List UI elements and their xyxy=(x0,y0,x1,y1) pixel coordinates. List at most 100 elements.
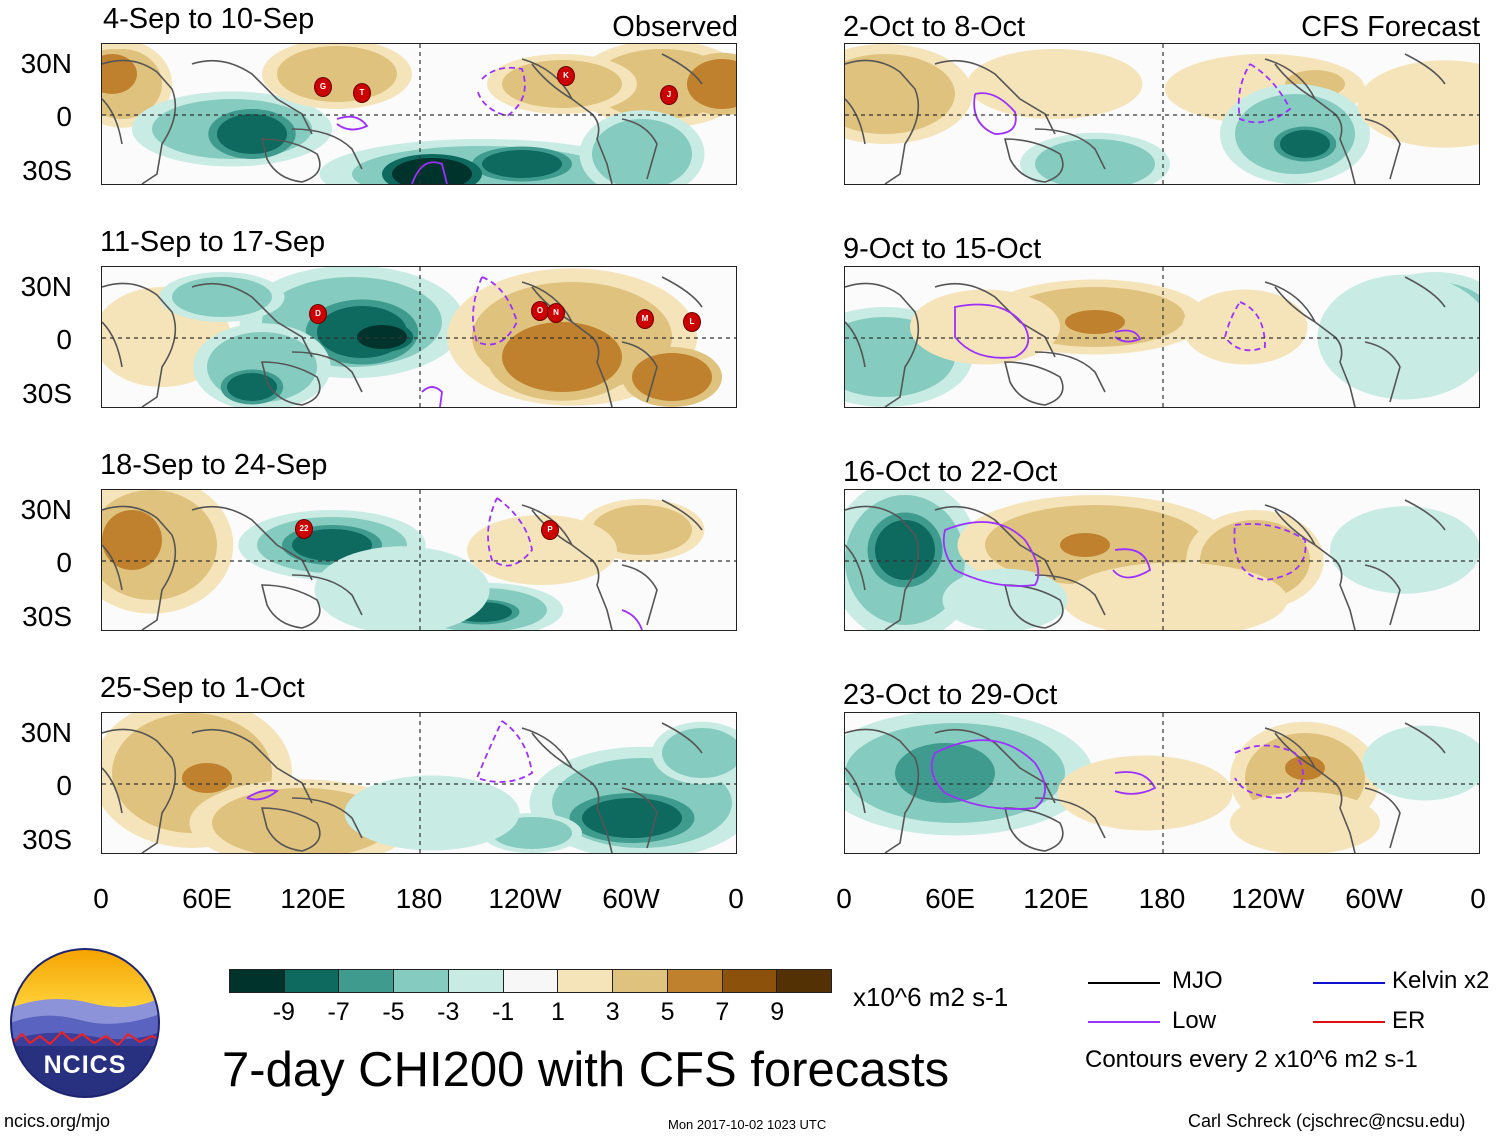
storm-marker: M xyxy=(636,309,654,329)
map-field xyxy=(102,267,736,407)
ylab-30s-2: 30S xyxy=(22,378,72,409)
colorbar-tick-label: 9 xyxy=(770,998,785,1026)
colorbar-swatch xyxy=(666,970,722,992)
colorbar-swatch xyxy=(557,970,613,992)
low-contour xyxy=(336,115,369,131)
coastline xyxy=(260,584,321,629)
ncics-logo-graphic xyxy=(10,948,160,1098)
colorbar-swatch xyxy=(447,970,503,992)
coastline xyxy=(191,59,363,170)
map-field xyxy=(845,713,1479,853)
panel-title-fc-2: 9-Oct to 15-Oct xyxy=(843,233,1042,265)
xlab-left-120w: 120W xyxy=(488,883,562,914)
legend-low-line xyxy=(1088,1021,1160,1023)
low-contour xyxy=(954,303,1030,359)
storm-marker: G xyxy=(314,77,332,97)
colorbar-tick-label: 7 xyxy=(715,998,730,1026)
coastline xyxy=(1364,276,1446,403)
xlab-right-0: 0 xyxy=(836,883,852,914)
ylab-0-4: 0 xyxy=(56,770,72,801)
map-panel-obs-4 xyxy=(101,712,737,854)
map-panel-obs-3 xyxy=(101,489,737,631)
ylab-0-2: 0 xyxy=(56,324,72,355)
coastline xyxy=(1364,499,1446,626)
anomaly-region xyxy=(895,743,995,803)
coastline xyxy=(934,59,1106,170)
xlab-left-180: 180 xyxy=(395,883,443,914)
main-title: 7-day CHI200 with CFS forecasts xyxy=(222,1043,950,1097)
colorbar-swatch xyxy=(502,970,558,992)
xlab-right-180: 180 xyxy=(1138,883,1186,914)
low-contour xyxy=(1224,301,1266,352)
storm-marker: K xyxy=(557,66,575,86)
storm-marker: D xyxy=(309,304,327,324)
colorbar-tick-label: -3 xyxy=(437,998,460,1026)
footer-credit: Carl Schreck (cjschrec@ncsu.edu) xyxy=(1188,1111,1466,1131)
low-contour xyxy=(1233,523,1307,581)
anomaly-shading xyxy=(845,713,1479,853)
coastlines xyxy=(102,53,703,184)
legend-mjo-line xyxy=(1088,982,1160,984)
coastline xyxy=(521,58,613,184)
anomaly-shading xyxy=(845,272,1479,407)
anomaly-region xyxy=(102,510,162,570)
anomaly-region xyxy=(172,277,272,317)
low-contour xyxy=(246,789,280,801)
anomaly-region xyxy=(392,158,472,184)
low-contour xyxy=(1237,63,1292,124)
anomaly-region xyxy=(482,522,602,578)
xlab-right-60e: 60E xyxy=(925,883,975,914)
low-contour xyxy=(472,276,518,346)
footer-url[interactable]: ncics.org/mjo xyxy=(4,1111,111,1131)
anomaly-shading xyxy=(102,44,736,184)
ylab-30n-3: 30N xyxy=(20,494,72,525)
coastline xyxy=(845,505,920,630)
ylab-30s-3: 30S xyxy=(22,601,72,632)
xlab-left-60e: 60E xyxy=(182,883,232,914)
storm-marker: J xyxy=(660,85,678,105)
colorbar-swatch xyxy=(338,970,394,992)
low-contour xyxy=(621,609,643,630)
coastline xyxy=(1003,138,1064,183)
anomaly-region xyxy=(332,555,472,625)
anomaly-region xyxy=(1345,515,1465,585)
panel-title-fc-3: 16-Oct to 22-Oct xyxy=(843,456,1058,488)
legend-mjo-label: MJO xyxy=(1172,967,1223,994)
xlab-right-0e: 0 xyxy=(1470,883,1486,914)
coastline xyxy=(1264,58,1356,184)
coastline xyxy=(934,505,1106,616)
xlab-right-60w: 60W xyxy=(1345,883,1403,914)
ncics-logo-text: NCICS xyxy=(43,1051,127,1079)
legend-kelvin-line xyxy=(1313,982,1385,984)
coastline xyxy=(102,282,177,407)
anomaly-region xyxy=(1075,763,1215,823)
anomaly-region xyxy=(875,520,935,580)
panel-title-obs-1: 4-Sep to 10-Sep xyxy=(103,3,315,35)
panel-title-obs-4: 25-Sep to 1-Oct xyxy=(100,672,305,704)
xlab-left-120e: 120E xyxy=(280,883,346,914)
low-contour xyxy=(421,386,443,407)
anomaly-region xyxy=(845,54,955,134)
coastline xyxy=(1364,53,1446,180)
anomaly-region xyxy=(1195,297,1295,357)
anomaly-region xyxy=(582,798,682,838)
ylab-0-1: 0 xyxy=(56,101,72,132)
coastline xyxy=(1264,727,1356,853)
ylab-30n-1: 30N xyxy=(20,48,72,79)
low-contour xyxy=(1114,771,1157,795)
coastline xyxy=(260,807,321,852)
anomaly-region xyxy=(482,150,562,178)
anomaly-region xyxy=(592,505,692,555)
coastline xyxy=(102,505,177,630)
coastlines xyxy=(845,499,1446,630)
map-panel-obs-1 xyxy=(101,43,737,185)
xlab-left-0: 0 xyxy=(93,883,109,914)
map-panel-fc-4 xyxy=(844,712,1480,854)
storm-marker: L xyxy=(683,312,701,332)
low-contour xyxy=(411,161,448,184)
coastline xyxy=(191,728,363,839)
anomaly-region xyxy=(955,575,1055,625)
footer-timestamp: Mon 2017-10-02 1023 UTC xyxy=(668,1117,827,1132)
coastline xyxy=(1364,722,1446,849)
xlab-right-120e: 120E xyxy=(1023,883,1089,914)
